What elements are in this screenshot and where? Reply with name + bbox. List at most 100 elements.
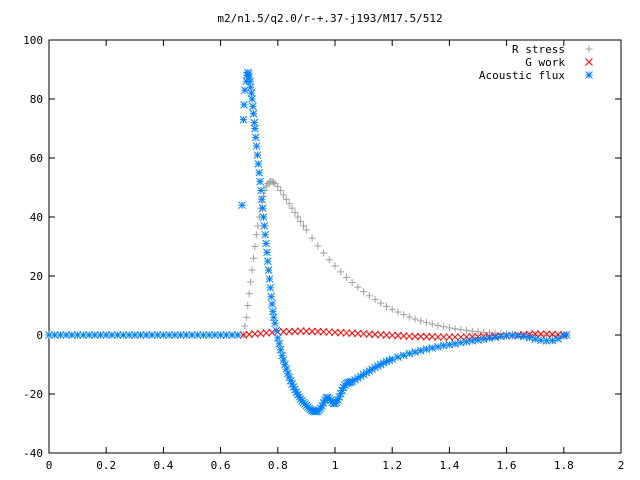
data-point [263,257,272,266]
data-point [259,213,268,221]
data-point [263,248,271,257]
series-r-stress [239,178,568,339]
data-point [276,345,285,354]
data-point [260,221,269,230]
data-point [240,101,248,109]
data-point [249,102,257,111]
data-point [251,133,260,142]
x-tick-label: 0.4 [153,459,173,472]
data-point [266,283,275,292]
data-point [257,195,266,204]
data-point [434,322,442,330]
data-point [388,331,397,340]
x-tick-label: 0.6 [211,459,231,472]
y-tick-label: -40 [23,447,43,460]
data-point [525,333,534,342]
data-point [417,317,425,325]
data-point [264,266,273,274]
data-point [468,327,476,335]
data-point [405,313,413,321]
data-point [256,177,264,186]
data-point [272,326,281,335]
data-point [241,322,249,330]
y-tick-label: 20 [30,270,43,283]
data-point [342,273,350,281]
data-point [423,319,431,327]
data-point [296,327,305,336]
data-point [474,328,482,336]
data-point [249,254,257,262]
data-point [239,115,248,124]
data-point [285,327,294,336]
data-point [336,328,345,337]
data-point [248,266,256,274]
data-point [302,226,310,234]
data-point [559,332,568,340]
data-point [360,288,368,296]
data-point [337,268,345,276]
data-point [399,332,408,340]
data-point [238,201,246,210]
data-point [302,327,311,336]
data-point [319,327,328,336]
data-point [273,334,282,342]
data-point [148,331,156,339]
x-tick-label: 1 [332,459,339,472]
data-point [394,353,402,361]
data-point [308,234,316,242]
data-point [320,249,328,257]
data-point [222,331,231,339]
data-point [428,320,436,328]
data-point [233,331,242,339]
legend-label: R stress [512,43,565,56]
x-tick-label: 1.4 [439,459,459,472]
data-point [242,313,250,321]
data-point [260,192,267,200]
data-point [297,217,305,225]
data-point [439,333,448,341]
y-tick-label: 0 [36,329,43,342]
data-point [271,319,279,328]
data-point [277,186,285,194]
data-point [79,331,88,339]
data-point [456,333,465,341]
data-point [254,222,262,230]
data-point [428,332,437,341]
data-point [199,331,208,339]
data-point [382,331,391,339]
data-point [348,278,356,286]
data-point [102,331,111,339]
x-tick-label: 2 [618,459,625,472]
data-point [247,278,255,286]
data-point [288,204,296,212]
data-point [274,183,282,191]
data-point [294,213,302,221]
data-point [314,242,322,250]
legend-label: Acoustic flux [479,69,565,82]
data-point [388,305,396,313]
data-point [291,327,299,336]
data-point [411,315,419,323]
y-tick-label: 80 [30,93,43,106]
legend-marker [585,71,593,79]
x-axis: 0 0.2 0.4 0.6 0.8 1 1.2 1.4 1.6 1.8 2 [46,40,625,472]
y-tick-label: 60 [30,152,43,165]
legend-label: G work [525,56,565,69]
data-point [377,299,385,307]
data-point [258,204,267,213]
data-point [394,331,402,340]
data-point [285,373,294,382]
plot-frame [48,39,622,454]
data-point [371,296,379,304]
data-point [411,348,419,356]
data-point [278,351,286,360]
data-point [252,231,260,239]
data-point [325,256,333,264]
data-point [405,349,414,358]
data-point [359,329,368,338]
data-point [416,346,425,355]
y-axis: -40 -20 0 20 40 60 80 100 [23,34,621,460]
data-point [282,195,290,203]
